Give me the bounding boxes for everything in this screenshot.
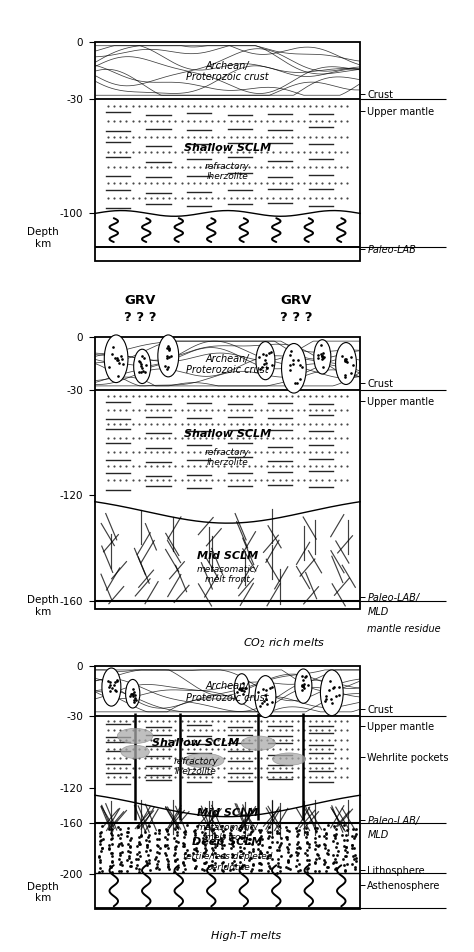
Text: Upper mantle: Upper mantle	[367, 397, 435, 407]
Text: Depth
km: Depth km	[27, 595, 58, 616]
Ellipse shape	[121, 745, 149, 759]
Circle shape	[126, 680, 140, 708]
Text: metasomatic/
melt front: metasomatic/ melt front	[197, 822, 258, 842]
Text: Wehrlite pockets: Wehrlite pockets	[367, 752, 449, 762]
Circle shape	[336, 344, 356, 386]
Text: Shallow SCLM: Shallow SCLM	[184, 143, 271, 152]
Circle shape	[134, 350, 151, 385]
Text: -160: -160	[59, 597, 83, 606]
Text: refractory
lherzolite: refractory lherzolite	[173, 756, 218, 775]
Text: MLD: MLD	[367, 606, 389, 616]
Bar	[95, 43, 360, 262]
Text: metasomatic/
melt front: metasomatic/ melt front	[197, 565, 258, 584]
Text: ? ? ?: ? ? ?	[124, 310, 156, 324]
Text: High-T melts: High-T melts	[211, 930, 282, 940]
Text: -30: -30	[66, 95, 83, 105]
Circle shape	[255, 676, 276, 718]
Text: Archean/
Proterozoic crust: Archean/ Proterozoic crust	[186, 61, 269, 82]
Text: -30: -30	[66, 711, 83, 721]
Text: Paleo-LAB/: Paleo-LAB/	[367, 593, 419, 603]
Text: refractory
lherzolite: refractory lherzolite	[205, 447, 250, 466]
Text: -100: -100	[60, 209, 83, 219]
Circle shape	[295, 669, 312, 704]
Text: refractory
lherzolite: refractory lherzolite	[205, 162, 250, 181]
Circle shape	[234, 674, 249, 704]
Text: Shallow SCLM: Shallow SCLM	[152, 738, 239, 747]
Text: -160: -160	[59, 819, 83, 828]
Text: Crust: Crust	[367, 90, 393, 100]
Text: Archean/
Proterozoic crust: Archean/ Proterozoic crust	[186, 681, 269, 702]
Text: Depth
km: Depth km	[27, 881, 58, 902]
Text: mantle residue: mantle residue	[367, 624, 441, 633]
Ellipse shape	[183, 754, 224, 768]
Text: Asthenosphere: Asthenosphere	[367, 881, 441, 890]
Text: Paleo-LAB/: Paleo-LAB/	[367, 816, 419, 825]
Circle shape	[320, 670, 343, 716]
Text: Mid SCLM: Mid SCLM	[197, 807, 258, 818]
Text: -30: -30	[66, 386, 83, 395]
Ellipse shape	[241, 736, 275, 750]
Text: Crust: Crust	[367, 704, 393, 714]
Text: GRV: GRV	[281, 293, 312, 307]
Text: -200: -200	[60, 869, 83, 879]
Text: $CO_2$ rich melts: $CO_2$ rich melts	[243, 636, 326, 649]
Text: Upper mantle: Upper mantle	[367, 108, 435, 117]
Text: fertile/less depleted
peridotite: fertile/less depleted peridotite	[183, 851, 272, 871]
Ellipse shape	[117, 728, 153, 744]
Circle shape	[314, 341, 331, 375]
Text: 0: 0	[76, 38, 83, 48]
Text: Deep SCLM: Deep SCLM	[192, 836, 263, 846]
Circle shape	[102, 668, 121, 706]
Circle shape	[282, 345, 306, 394]
Text: MLD: MLD	[367, 829, 389, 839]
Text: ? ? ?: ? ? ?	[280, 310, 312, 324]
Text: GRV: GRV	[124, 293, 155, 307]
Text: Depth
km: Depth km	[27, 228, 58, 248]
Bar	[95, 666, 360, 909]
Bar	[95, 338, 360, 609]
Circle shape	[104, 336, 128, 384]
Text: -120: -120	[59, 783, 83, 793]
Text: -120: -120	[59, 490, 83, 500]
Text: Upper mantle: Upper mantle	[367, 722, 435, 731]
Text: Crust: Crust	[367, 379, 393, 388]
Text: Mid SCLM: Mid SCLM	[197, 550, 258, 560]
Circle shape	[158, 336, 179, 378]
Circle shape	[256, 343, 275, 381]
Text: Paleo-LAB: Paleo-LAB	[367, 245, 416, 254]
Ellipse shape	[273, 753, 306, 765]
Text: 0: 0	[76, 333, 83, 343]
Text: Archean/
Proterozoic crust: Archean/ Proterozoic crust	[186, 353, 269, 375]
Text: Lithosphere: Lithosphere	[367, 865, 425, 875]
Text: 0: 0	[76, 662, 83, 671]
Text: Shallow SCLM: Shallow SCLM	[184, 428, 271, 438]
